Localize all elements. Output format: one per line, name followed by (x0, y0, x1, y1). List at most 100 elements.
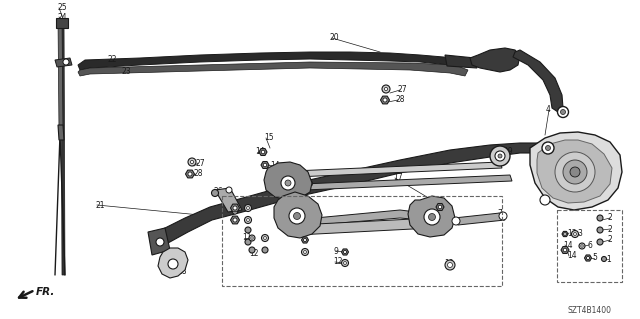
Circle shape (495, 151, 505, 161)
Text: 24: 24 (57, 12, 67, 21)
Text: 2: 2 (608, 213, 612, 222)
Circle shape (156, 238, 164, 246)
Circle shape (244, 204, 252, 211)
Bar (222, 196, 502, 286)
Polygon shape (301, 237, 308, 243)
Polygon shape (270, 162, 502, 178)
Polygon shape (297, 218, 432, 235)
Text: 14: 14 (563, 241, 573, 249)
Circle shape (249, 235, 255, 241)
Text: 22: 22 (107, 56, 116, 64)
Text: 27: 27 (398, 85, 408, 94)
Text: 26: 26 (213, 187, 223, 196)
Circle shape (246, 219, 250, 221)
Text: 16: 16 (304, 179, 314, 188)
Circle shape (245, 227, 251, 233)
Text: 15: 15 (264, 133, 274, 143)
Circle shape (563, 248, 567, 252)
Circle shape (244, 217, 252, 224)
Polygon shape (408, 196, 455, 237)
Circle shape (429, 213, 435, 220)
Circle shape (303, 251, 307, 253)
Text: 23: 23 (122, 66, 132, 76)
Circle shape (570, 167, 580, 177)
Polygon shape (274, 192, 322, 238)
Polygon shape (513, 50, 563, 112)
Text: 28: 28 (194, 169, 204, 179)
Circle shape (63, 59, 69, 65)
Polygon shape (264, 162, 312, 200)
Polygon shape (230, 216, 239, 224)
Circle shape (383, 98, 387, 102)
Polygon shape (158, 248, 188, 278)
Circle shape (251, 237, 253, 239)
Polygon shape (61, 20, 65, 275)
Circle shape (424, 209, 440, 225)
Text: 4: 4 (546, 106, 551, 115)
Text: 19: 19 (503, 147, 513, 157)
Text: 1: 1 (606, 255, 611, 263)
Circle shape (262, 247, 268, 253)
Text: 20: 20 (330, 33, 340, 42)
Circle shape (540, 195, 550, 205)
Circle shape (188, 158, 196, 166)
Polygon shape (78, 62, 468, 76)
Polygon shape (55, 58, 72, 67)
Circle shape (385, 87, 388, 91)
Text: 5: 5 (592, 254, 597, 263)
Text: 21: 21 (95, 201, 104, 210)
Polygon shape (58, 125, 64, 140)
Polygon shape (148, 228, 170, 255)
Circle shape (586, 256, 589, 260)
Circle shape (581, 245, 583, 247)
Polygon shape (280, 175, 512, 191)
Circle shape (344, 250, 347, 254)
Bar (557, 210, 622, 282)
Text: 8: 8 (231, 203, 236, 211)
Circle shape (232, 208, 238, 214)
Text: 2: 2 (608, 235, 612, 244)
Circle shape (597, 239, 603, 245)
Polygon shape (215, 188, 242, 212)
Polygon shape (436, 204, 444, 211)
Circle shape (188, 172, 192, 176)
Circle shape (211, 189, 218, 197)
Circle shape (249, 247, 255, 253)
Circle shape (233, 206, 237, 210)
Text: 13: 13 (567, 228, 577, 238)
Text: 14: 14 (255, 147, 264, 157)
Circle shape (233, 218, 237, 222)
Polygon shape (584, 255, 591, 261)
Circle shape (573, 233, 577, 235)
Circle shape (542, 142, 554, 154)
Text: 25: 25 (57, 4, 67, 12)
Circle shape (557, 107, 568, 117)
Circle shape (555, 152, 595, 192)
Polygon shape (315, 210, 445, 225)
Text: 12: 12 (333, 257, 342, 266)
Circle shape (545, 145, 550, 151)
Circle shape (226, 187, 232, 193)
Polygon shape (186, 170, 195, 178)
Text: 28: 28 (396, 95, 406, 105)
Text: 14: 14 (435, 204, 445, 212)
Polygon shape (537, 140, 612, 203)
Circle shape (572, 231, 579, 238)
Polygon shape (470, 48, 520, 72)
Polygon shape (381, 96, 390, 104)
Circle shape (563, 160, 587, 184)
Circle shape (452, 217, 460, 225)
Circle shape (289, 208, 305, 224)
Text: 3: 3 (577, 229, 582, 239)
Circle shape (301, 249, 308, 256)
Circle shape (262, 234, 269, 241)
Text: 9: 9 (287, 227, 292, 236)
Circle shape (382, 85, 390, 93)
Polygon shape (150, 143, 548, 254)
Text: 2: 2 (608, 225, 612, 234)
Circle shape (294, 212, 301, 219)
Circle shape (490, 146, 510, 166)
Polygon shape (56, 18, 68, 28)
Circle shape (438, 205, 442, 209)
Circle shape (447, 263, 452, 268)
